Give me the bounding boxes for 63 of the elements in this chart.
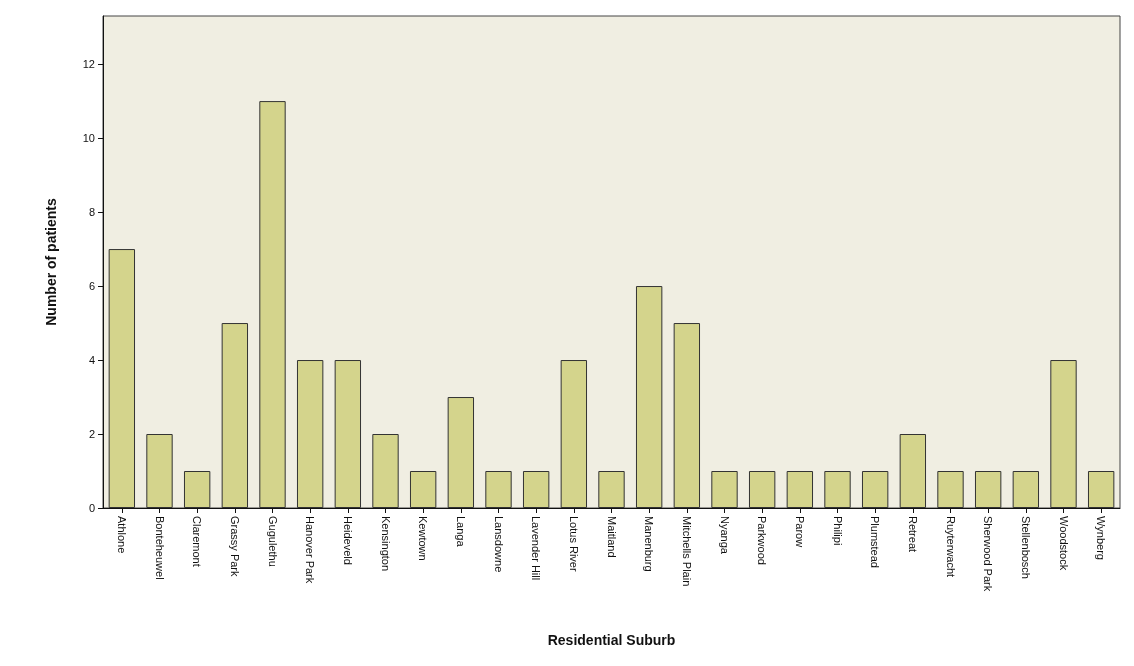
x-tick-label: Manenburg bbox=[643, 516, 656, 572]
bar bbox=[1012, 471, 1040, 508]
x-tick-label: Lotus River bbox=[567, 516, 580, 572]
x-tick-label: Parow bbox=[793, 516, 806, 548]
x-tick-label: Retreat bbox=[906, 516, 919, 553]
bar bbox=[334, 360, 362, 508]
x-tick-label: Lansdowne bbox=[492, 516, 505, 573]
x-tick-label: Stellenbosch bbox=[1019, 516, 1032, 579]
x-tick-label: Kensington bbox=[379, 516, 392, 572]
x-tick-label: Sherwood Park bbox=[982, 516, 995, 592]
bar bbox=[1087, 471, 1115, 508]
bar bbox=[146, 434, 173, 508]
x-tick-label: Lavender Hill bbox=[530, 516, 543, 581]
x-tick-label: Wynberg bbox=[1095, 516, 1108, 560]
x-tick-label: Mitchells Plain bbox=[680, 516, 693, 587]
bar bbox=[748, 471, 776, 508]
bar bbox=[259, 101, 286, 508]
bar bbox=[372, 434, 399, 508]
bar bbox=[296, 360, 324, 508]
x-tick-label: Nyanga bbox=[718, 516, 731, 555]
bar bbox=[522, 471, 550, 508]
x-tick-label: Heideveld bbox=[341, 516, 354, 565]
bar bbox=[673, 323, 701, 508]
bar bbox=[711, 471, 738, 508]
y-tick-label: 0 bbox=[88, 502, 95, 514]
x-tick-label: Hanover Park bbox=[304, 516, 317, 584]
x-tick-label: Kewtown bbox=[417, 516, 430, 561]
x-tick-label: Philipi bbox=[831, 516, 844, 546]
x-tick-label: Grassy Park bbox=[228, 516, 241, 578]
x-tick-label: Parkwood bbox=[756, 516, 769, 565]
bar bbox=[861, 471, 889, 508]
bar bbox=[635, 286, 663, 508]
bar bbox=[560, 360, 588, 508]
y-tick-label: 6 bbox=[88, 280, 95, 293]
bar bbox=[409, 471, 437, 508]
bar bbox=[108, 249, 136, 508]
x-tick-label: Athlone bbox=[115, 516, 128, 554]
x-tick-label: Bonteheuwel bbox=[153, 516, 166, 580]
bar bbox=[1050, 360, 1077, 508]
bar bbox=[183, 471, 211, 508]
bar bbox=[485, 471, 512, 508]
bar bbox=[598, 471, 625, 508]
y-tick-label: 12 bbox=[82, 58, 95, 71]
x-tick-label: Langa bbox=[454, 516, 467, 548]
x-tick-label: Claremont bbox=[191, 516, 204, 567]
x-axis-title: Residential Suburb bbox=[547, 632, 676, 648]
bar bbox=[899, 434, 927, 508]
bar bbox=[974, 471, 1002, 508]
x-tick-label: Maitland bbox=[605, 516, 618, 558]
y-tick-label: 8 bbox=[88, 206, 95, 219]
y-tick-label: 4 bbox=[88, 354, 95, 367]
x-tick-label: Gugulethu bbox=[266, 516, 279, 567]
y-tick-label: 2 bbox=[88, 428, 95, 441]
y-tick-label: 10 bbox=[82, 132, 95, 145]
x-tick-label: Ruyterwacht bbox=[944, 516, 957, 578]
y-axis-title: Number of patients bbox=[43, 198, 59, 326]
x-tick-label: Plumstead bbox=[869, 516, 882, 568]
bar bbox=[786, 471, 814, 508]
x-tick-label: Woodstock bbox=[1057, 516, 1070, 571]
bar bbox=[937, 471, 964, 508]
bar bbox=[221, 323, 249, 508]
bar bbox=[824, 471, 851, 508]
bar bbox=[447, 397, 475, 508]
